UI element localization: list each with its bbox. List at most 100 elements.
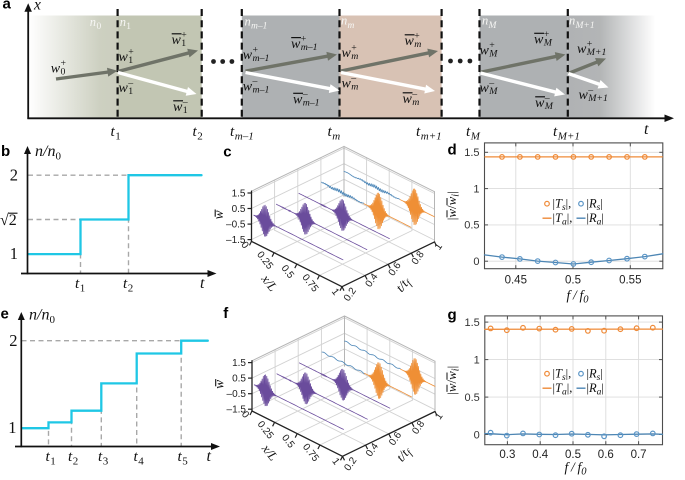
svg-text:0.5: 0.5 (232, 204, 246, 215)
svg-text:t: t (553, 123, 558, 140)
svg-text:c: c (223, 144, 231, 161)
svg-text:0.2: 0.2 (342, 286, 359, 304)
svg-text:w: w (342, 77, 352, 92)
svg-text:0.5: 0.5 (279, 263, 296, 281)
svg-text:d: d (448, 142, 457, 159)
svg-text:1: 1 (183, 105, 188, 116)
svg-text:M: M (488, 86, 498, 97)
svg-text:–: – (182, 97, 188, 108)
svg-text:+: + (544, 29, 550, 40)
svg-text:0.5: 0.5 (565, 274, 581, 286)
svg-text:–: – (544, 93, 550, 104)
svg-text:0: 0 (238, 240, 250, 252)
svg-text:0.45: 0.45 (505, 274, 527, 286)
svg-text:m: m (414, 39, 421, 50)
svg-text:√2: √2 (0, 212, 17, 229)
svg-text:m–1: m–1 (253, 53, 270, 64)
svg-text:n/n0: n/n0 (29, 307, 55, 327)
svg-text:+: + (489, 40, 495, 51)
svg-text:0.25: 0.25 (254, 250, 275, 272)
svg-text:t: t (193, 123, 198, 140)
svg-text:x/L: x/L (258, 271, 281, 294)
svg-text:1: 1 (473, 183, 479, 195)
svg-text:m+1: m+1 (421, 131, 442, 143)
svg-text:0.6: 0.6 (387, 430, 404, 448)
svg-text:1: 1 (474, 354, 480, 366)
svg-text:–: – (252, 76, 258, 87)
svg-text:t: t (644, 121, 649, 138)
svg-text:1: 1 (181, 38, 186, 49)
svg-text:w: w (291, 37, 301, 52)
svg-text:w: w (243, 48, 253, 63)
svg-text:|Ta|,: |Ta|, (553, 381, 573, 398)
svg-text:2: 2 (197, 131, 203, 143)
svg-text:f / f0: f / f0 (567, 288, 590, 306)
svg-text:+: + (181, 30, 187, 41)
svg-text:w: w (577, 42, 587, 57)
svg-text:t: t (230, 123, 235, 140)
svg-text:m–1: m–1 (251, 22, 267, 32)
svg-text:–1.5: –1.5 (227, 405, 247, 416)
svg-text:w: w (534, 33, 544, 48)
svg-text:x/L: x/L (258, 440, 281, 463)
svg-text:0: 0 (473, 256, 479, 268)
svg-text:t: t (416, 123, 421, 140)
svg-text:m–1: m–1 (253, 85, 270, 96)
svg-text:0.6: 0.6 (598, 449, 614, 461)
svg-text:n: n (120, 15, 126, 29)
svg-text:1: 1 (329, 456, 341, 468)
svg-text:–: – (350, 73, 356, 84)
svg-text:t: t (123, 275, 128, 292)
svg-text:1: 1 (10, 244, 18, 263)
svg-text:1: 1 (329, 287, 341, 299)
svg-text:M+1: M+1 (575, 21, 595, 31)
svg-text:t: t (207, 448, 212, 465)
svg-text:|Ra|: |Ra| (587, 381, 604, 398)
svg-text:t: t (68, 448, 73, 465)
svg-text:–: – (587, 85, 593, 96)
svg-text:n: n (341, 14, 347, 28)
svg-text:+: + (253, 45, 259, 56)
svg-text:0.4: 0.4 (532, 449, 549, 461)
svg-text:M: M (543, 38, 553, 49)
svg-text:|w/wi|: |w/wi| (444, 366, 462, 395)
svg-text:0.5: 0.5 (279, 433, 296, 451)
svg-text:|Ts|,: |Ts|, (553, 367, 572, 384)
svg-text:0: 0 (61, 67, 66, 78)
svg-text:0: 0 (239, 409, 251, 421)
svg-text:t: t (200, 275, 205, 292)
svg-text:+: + (587, 39, 593, 50)
svg-text:+: + (414, 31, 420, 42)
svg-text:–0.5: –0.5 (227, 389, 247, 400)
svg-text:0.75: 0.75 (300, 442, 321, 464)
svg-text:0.5: 0.5 (565, 449, 581, 461)
svg-text:2: 2 (73, 456, 79, 468)
svg-text:–1.5: –1.5 (226, 235, 246, 246)
svg-text:w: w (403, 92, 413, 107)
svg-text:M: M (544, 101, 554, 112)
svg-text:e: e (1, 306, 9, 323)
svg-text:0.4: 0.4 (364, 441, 381, 459)
svg-text:w: w (342, 46, 352, 61)
svg-text:–: – (411, 89, 417, 100)
svg-text:m–1: m–1 (301, 42, 318, 53)
svg-text:a: a (3, 0, 12, 13)
svg-text:0.75: 0.75 (300, 272, 321, 294)
svg-text:w: w (535, 96, 545, 111)
svg-text:|Ta|,: |Ta|, (553, 211, 573, 228)
svg-text:0: 0 (474, 429, 480, 441)
svg-text:f / f0: f / f0 (565, 460, 588, 478)
svg-text:w: w (405, 34, 415, 49)
svg-text:n: n (90, 15, 96, 29)
svg-text:w: w (211, 210, 226, 219)
svg-text:0.6: 0.6 (387, 260, 404, 278)
svg-text:+: + (128, 47, 134, 58)
svg-text:M+1: M+1 (586, 47, 607, 58)
svg-text:|w/wi|: |w/wi| (444, 191, 462, 220)
svg-text:t: t (98, 448, 103, 465)
svg-text:m: m (332, 131, 340, 143)
svg-text:w: w (119, 50, 129, 65)
svg-text:n: n (482, 14, 488, 28)
svg-text:+: + (351, 43, 357, 54)
svg-text:t: t (178, 448, 183, 465)
